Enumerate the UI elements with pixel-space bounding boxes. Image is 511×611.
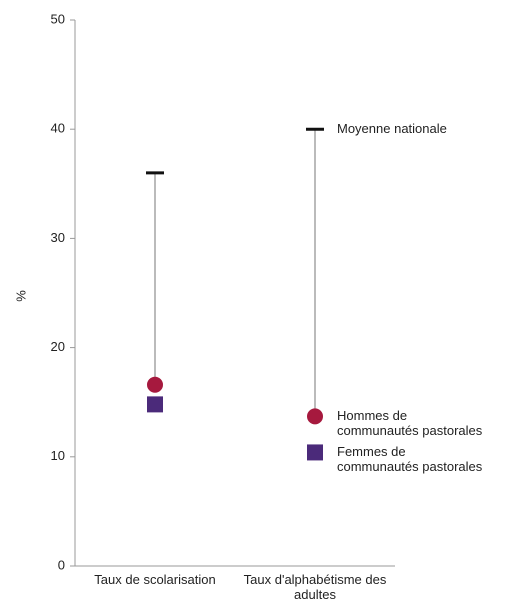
circle-marker [307,408,323,425]
x-tick-label: Taux de scolarisation [94,572,216,587]
y-axis-label: % [13,290,28,302]
y-tick-label: 20 [51,339,65,354]
y-tick-label: 50 [51,11,65,26]
legend-label: Moyenne nationale [337,121,447,137]
legend-label: Femmes de communautés pastorales [337,444,483,475]
y-tick-label: 0 [58,557,65,572]
x-tick-label: Taux d'alphabétisme des adultes [243,572,387,602]
y-tick-label: 10 [51,448,65,463]
square-marker [307,444,323,461]
y-tick-label: 30 [51,230,65,245]
circle-marker [147,376,163,393]
legend-label: Hommes de communautés pastorales [337,408,483,439]
square-marker [147,396,163,413]
y-tick-label: 40 [51,121,65,136]
